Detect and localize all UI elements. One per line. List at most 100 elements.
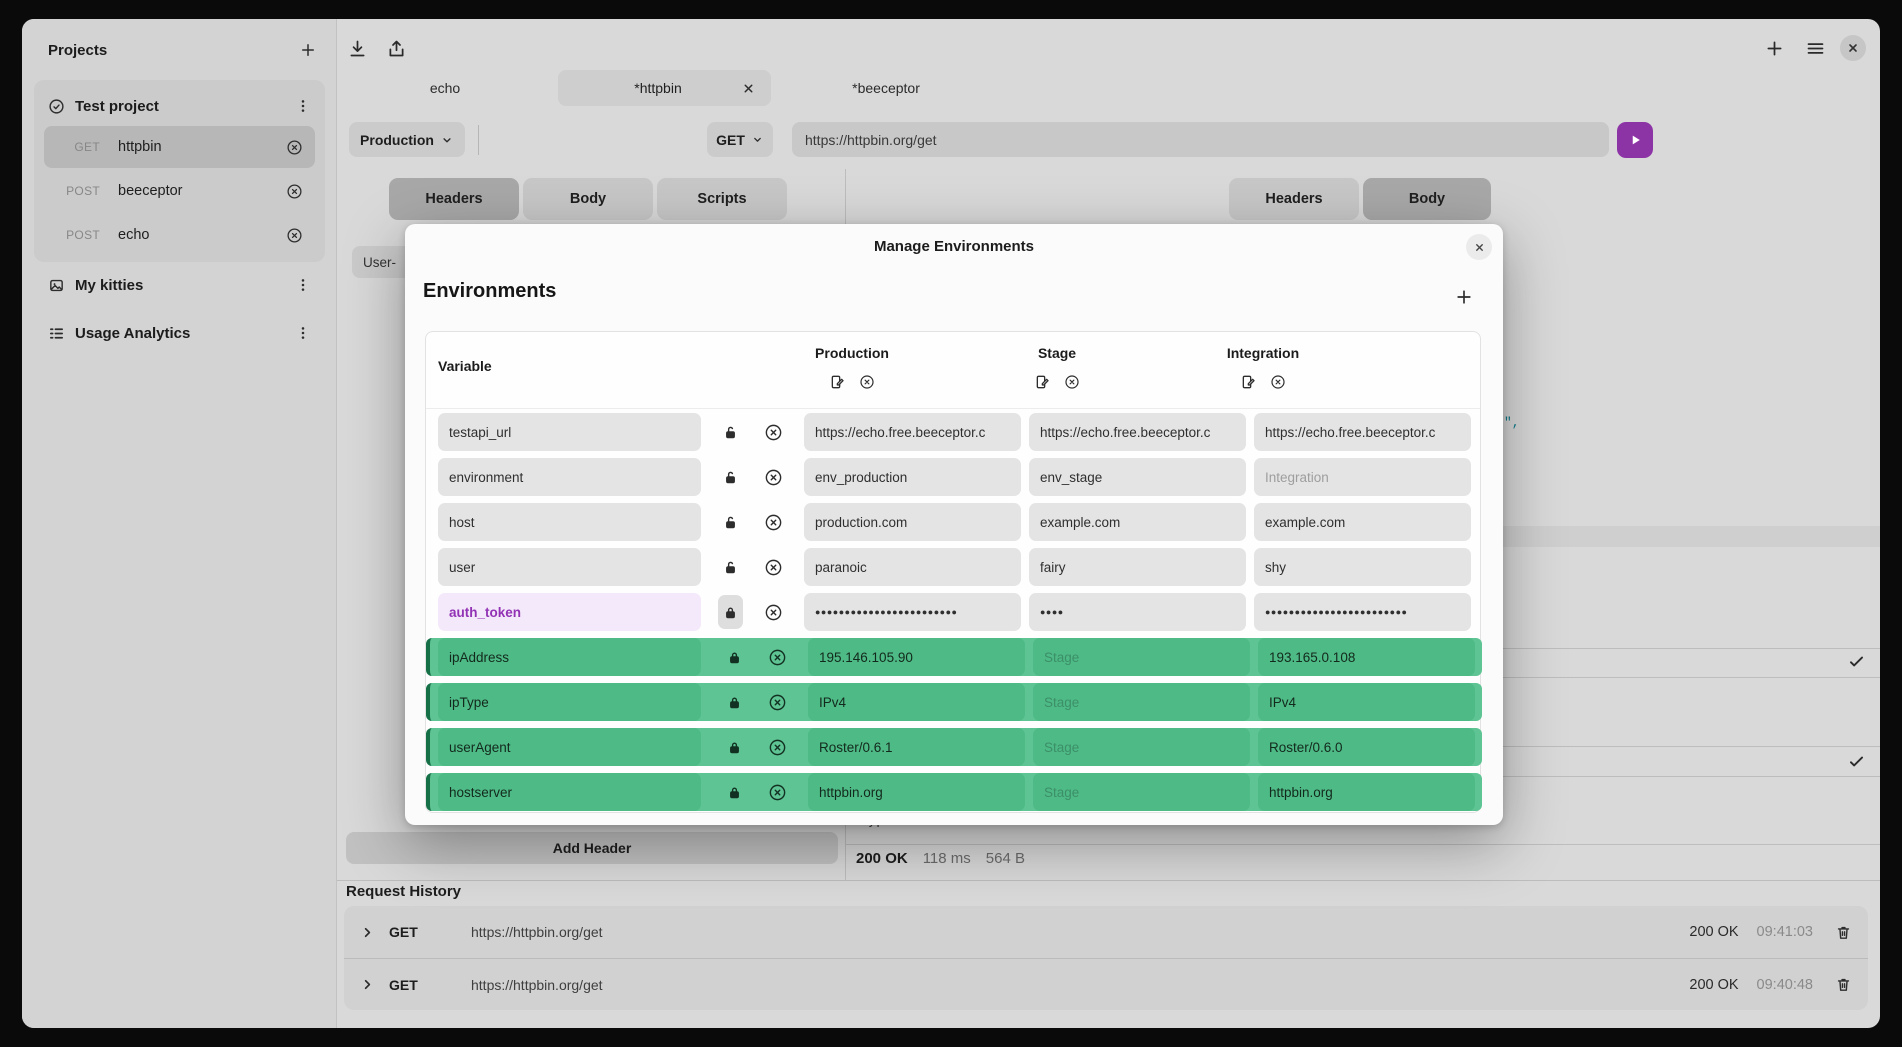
tab-response-headers[interactable]: Headers [1229,178,1359,220]
sidebar-request-beeceptor[interactable]: POST beeceptor [44,170,315,212]
tab-request-headers[interactable]: Headers [389,178,519,220]
env-value-stage[interactable] [1029,548,1246,586]
delete-variable-icon[interactable] [764,423,783,442]
delete-environment-icon[interactable] [859,374,875,390]
menu-kebab-icon[interactable] [295,277,311,293]
lock-closed-icon[interactable] [722,640,747,674]
env-value-integration-masked[interactable] [1254,593,1471,631]
history-entry[interactable]: GET https://httpbin.org/get 200 OK 09:40… [344,958,1868,1010]
env-value-production[interactable] [808,728,1025,766]
env-value-integration[interactable] [1254,503,1471,541]
lock-open-icon[interactable] [718,550,743,584]
history-entry[interactable]: GET https://httpbin.org/get 200 OK 09:41… [344,906,1868,958]
hamburger-menu-icon[interactable] [1804,37,1826,59]
env-value-stage[interactable] [1033,683,1250,721]
rename-environment-icon[interactable] [1034,374,1050,390]
close-tab-icon[interactable] [742,82,755,95]
close-request-icon[interactable] [286,183,303,200]
env-value-integration[interactable] [1258,638,1475,676]
method-selector[interactable]: GET [707,122,773,157]
variable-name-input[interactable] [438,458,701,496]
env-value-integration[interactable] [1254,458,1471,496]
modal-close-button[interactable] [1466,234,1492,260]
project-header[interactable]: Test project [44,88,315,124]
env-value-integration[interactable] [1258,773,1475,811]
add-environment-button[interactable] [1453,286,1475,308]
chevron-right-icon[interactable] [360,977,375,992]
delete-environment-icon[interactable] [1270,374,1286,390]
env-value-stage[interactable] [1033,728,1250,766]
env-value-stage[interactable] [1029,458,1246,496]
env-value-integration[interactable] [1258,728,1475,766]
delete-variable-icon[interactable] [768,783,787,802]
tab-httpbin-active[interactable]: *httpbin [558,70,771,106]
delete-variable-icon[interactable] [768,738,787,757]
delete-variable-icon[interactable] [768,648,787,667]
lock-closed-icon[interactable] [718,595,743,629]
env-value-production[interactable] [804,503,1021,541]
project-menu-kebab-icon[interactable] [295,98,311,114]
close-request-icon[interactable] [286,139,303,156]
rename-environment-icon[interactable] [829,374,845,390]
variable-name-input[interactable] [438,593,701,631]
env-value-integration[interactable] [1254,548,1471,586]
env-value-production-masked[interactable] [804,593,1021,631]
env-value-production[interactable] [804,413,1021,451]
variable-name-input[interactable] [438,548,701,586]
export-icon[interactable] [385,37,407,59]
lock-open-icon[interactable] [718,505,743,539]
env-value-integration[interactable] [1258,683,1475,721]
delete-variable-icon[interactable] [764,558,783,577]
sidebar-item-usage-analytics[interactable]: Usage Analytics [34,313,325,353]
menu-kebab-icon[interactable] [295,325,311,341]
delete-variable-icon[interactable] [764,468,783,487]
lock-closed-icon[interactable] [722,730,747,764]
lock-open-icon[interactable] [718,415,743,449]
delete-environment-icon[interactable] [1064,374,1080,390]
close-request-icon[interactable] [286,227,303,244]
variable-name-input[interactable] [438,503,701,541]
tab-response-body[interactable]: Body [1363,178,1491,220]
delete-variable-icon[interactable] [768,693,787,712]
variable-name-input[interactable] [438,773,701,811]
env-value-stage[interactable] [1029,503,1246,541]
env-value-stage-masked[interactable] [1029,593,1246,631]
env-value-stage[interactable] [1029,413,1246,451]
sidebar-request-httpbin[interactable]: GET httpbin [44,126,315,168]
lock-closed-icon[interactable] [722,685,747,719]
delete-variable-icon[interactable] [764,513,783,532]
env-value-production[interactable] [804,548,1021,586]
env-value-stage[interactable] [1033,638,1250,676]
trash-icon[interactable] [1835,924,1852,941]
variable-name-input[interactable] [438,413,701,451]
lock-open-icon[interactable] [718,460,743,494]
tab-request-scripts[interactable]: Scripts [657,178,787,220]
sidebar-item-my-kitties[interactable]: My kitties [34,265,325,305]
env-value-integration[interactable] [1254,413,1471,451]
window-close-button[interactable] [1840,35,1866,61]
chevron-right-icon[interactable] [360,925,375,940]
env-value-stage[interactable] [1033,773,1250,811]
variable-name-input[interactable] [438,728,701,766]
sidebar-request-echo[interactable]: POST echo [44,214,315,256]
variable-name-input[interactable] [438,683,701,721]
delete-variable-icon[interactable] [764,603,783,622]
tab-beeceptor[interactable]: *beeceptor [841,75,931,101]
import-icon[interactable] [346,37,368,59]
new-tab-plus-icon[interactable] [1763,37,1785,59]
tab-request-body[interactable]: Body [523,178,653,220]
env-value-production[interactable] [808,638,1025,676]
send-request-button[interactable] [1617,122,1653,158]
variable-name-input[interactable] [438,638,701,676]
environment-selector[interactable]: Production [349,122,465,157]
add-header-button[interactable]: Add Header [346,832,838,864]
env-value-production[interactable] [808,683,1025,721]
env-value-production[interactable] [808,773,1025,811]
trash-icon[interactable] [1835,976,1852,993]
rename-environment-icon[interactable] [1240,374,1256,390]
url-input[interactable] [792,122,1609,157]
env-value-production[interactable] [804,458,1021,496]
lock-closed-icon[interactable] [722,775,747,809]
tab-echo[interactable]: echo [400,75,490,101]
new-project-button[interactable] [298,40,318,60]
